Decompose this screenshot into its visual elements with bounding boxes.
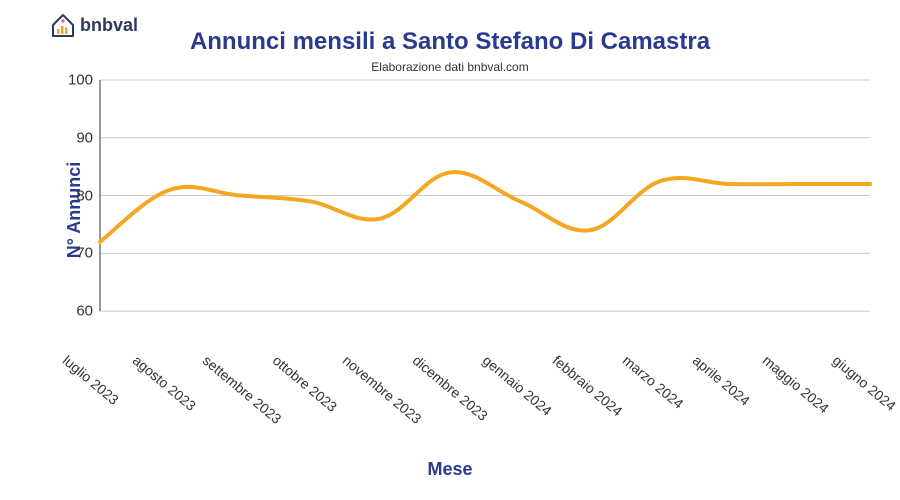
x-tick: aprile 2024 — [690, 352, 753, 409]
x-tick: giugno 2024 — [830, 352, 899, 414]
x-axis-label: Mese — [0, 459, 900, 480]
chart: Annunci mensili a Santo Stefano Di Camas… — [0, 0, 900, 500]
chart-title: Annunci mensili a Santo Stefano Di Camas… — [0, 28, 900, 56]
x-tick: gennaio 2024 — [480, 352, 555, 419]
plot-area — [100, 80, 870, 340]
plot-svg — [100, 80, 870, 340]
y-tick: 60 — [55, 303, 93, 320]
y-tick: 90 — [55, 129, 93, 146]
x-tick: luglio 2023 — [60, 352, 122, 408]
chart-subtitle: Elaborazione dati bnbval.com — [0, 60, 900, 74]
x-tick: marzo 2024 — [620, 352, 687, 412]
x-tick: ottobre 2023 — [270, 352, 341, 415]
x-tick: maggio 2024 — [760, 352, 832, 416]
y-tick: 70 — [55, 245, 93, 262]
data-line — [100, 172, 870, 242]
y-axis-label: N° Annunci — [64, 162, 85, 259]
x-tick: febbraio 2024 — [550, 352, 626, 419]
y-tick: 100 — [55, 72, 93, 89]
y-tick: 80 — [55, 187, 93, 204]
x-tick: agosto 2023 — [130, 352, 199, 414]
